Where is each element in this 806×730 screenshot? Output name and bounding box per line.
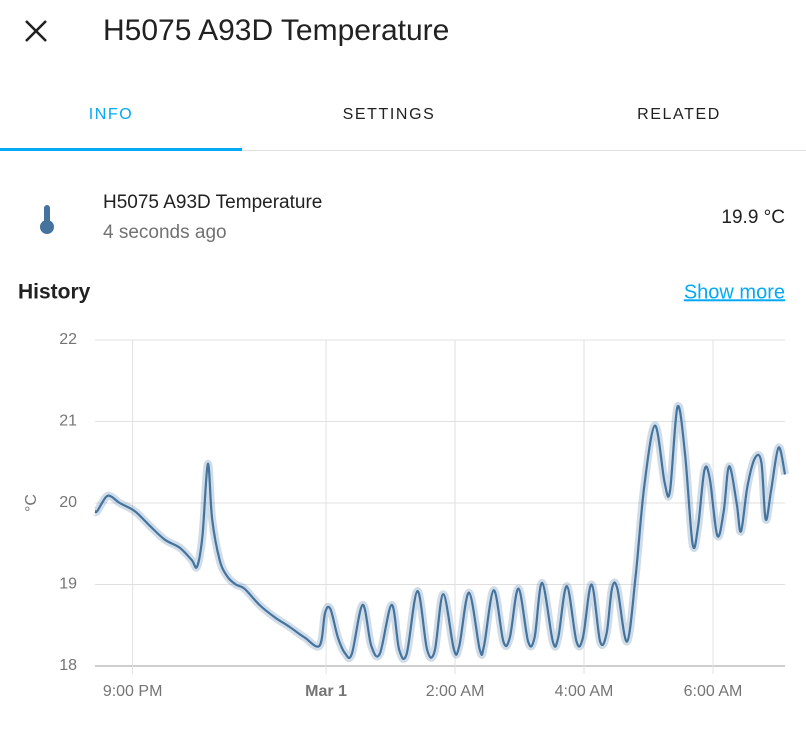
x-tick-label: 9:00 PM — [103, 683, 163, 700]
y-tick-label: 18 — [59, 657, 77, 674]
y-axis-label: °C — [23, 494, 40, 512]
dialog-title: H5075 A93D Temperature — [103, 14, 449, 47]
icon-part — [40, 220, 54, 234]
entity-state: 19.9 °C — [721, 207, 785, 228]
thermometer-icon — [40, 205, 54, 234]
x-tick-label: 2:00 AM — [426, 683, 485, 700]
entity-name: H5075 A93D Temperature — [103, 192, 322, 213]
tab[interactable]: INFO — [89, 106, 134, 123]
close-button[interactable] — [25, 20, 47, 42]
x-tick-label: 4:00 AM — [555, 683, 614, 700]
active-tab-indicator — [0, 148, 242, 151]
close-icon — [25, 20, 47, 42]
line — [93, 405, 787, 661]
x-tick-label: 6:00 AM — [684, 683, 743, 700]
history-title: History — [18, 281, 91, 304]
y-tick-label: 19 — [59, 576, 77, 593]
tab[interactable]: RELATED — [637, 106, 721, 123]
show-more-link[interactable]: Show more — [684, 281, 785, 303]
y-tick-label: 21 — [59, 413, 77, 430]
y-tick-label: 20 — [59, 494, 77, 511]
icon-part — [44, 205, 50, 223]
plot: 18 19 20 21 22 9:00 PM Mar 1 2:00 AM 4:00 AM 6:00… — [59, 331, 789, 700]
tab-divider — [0, 150, 806, 151]
last-changed: 4 seconds ago — [103, 222, 227, 243]
tab[interactable]: SETTINGS — [343, 106, 436, 123]
x-tick-label: Mar 1 — [305, 683, 347, 700]
y-tick-label: 22 — [59, 331, 77, 348]
